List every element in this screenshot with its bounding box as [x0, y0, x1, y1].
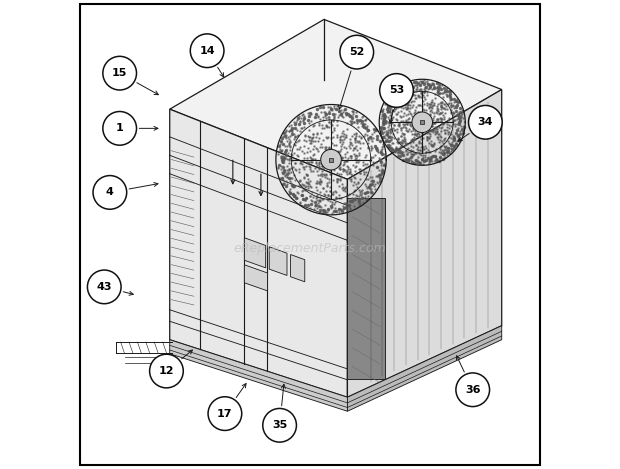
Polygon shape	[244, 265, 267, 291]
Circle shape	[149, 354, 184, 388]
Circle shape	[93, 175, 126, 209]
FancyBboxPatch shape	[420, 121, 424, 124]
Circle shape	[379, 74, 414, 107]
Text: 1: 1	[116, 123, 123, 133]
Text: 43: 43	[97, 282, 112, 292]
Circle shape	[190, 34, 224, 68]
Text: 15: 15	[112, 68, 127, 78]
Polygon shape	[347, 198, 385, 378]
Polygon shape	[244, 238, 266, 268]
Circle shape	[263, 408, 296, 442]
Text: 34: 34	[477, 117, 493, 127]
Text: 53: 53	[389, 85, 404, 96]
Polygon shape	[170, 19, 502, 179]
Text: 4: 4	[106, 188, 114, 197]
Circle shape	[340, 35, 374, 69]
Text: 12: 12	[159, 366, 174, 376]
Polygon shape	[170, 340, 347, 411]
FancyBboxPatch shape	[329, 158, 333, 161]
Circle shape	[103, 56, 136, 90]
Circle shape	[103, 112, 136, 145]
Circle shape	[87, 270, 121, 304]
Polygon shape	[170, 109, 347, 397]
Polygon shape	[291, 255, 305, 282]
Text: 14: 14	[199, 46, 215, 56]
Polygon shape	[347, 325, 502, 411]
Circle shape	[456, 373, 490, 407]
Text: eReplacementParts.com: eReplacementParts.com	[234, 242, 386, 255]
Text: 52: 52	[349, 47, 365, 57]
Polygon shape	[347, 90, 502, 397]
Circle shape	[469, 106, 502, 139]
Circle shape	[321, 150, 342, 170]
Polygon shape	[269, 247, 287, 275]
Text: 36: 36	[465, 385, 480, 395]
Circle shape	[412, 112, 433, 133]
Circle shape	[208, 397, 242, 431]
Text: 17: 17	[217, 408, 232, 419]
Text: 35: 35	[272, 420, 287, 430]
